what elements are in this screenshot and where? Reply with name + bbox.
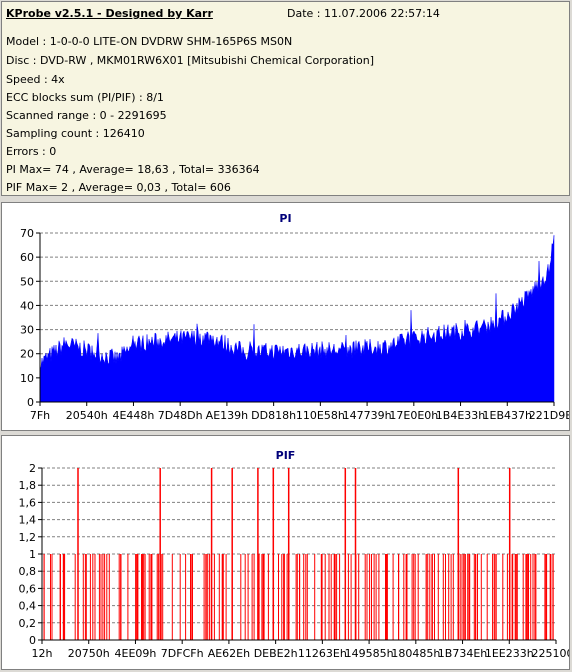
pi-chart-panel: PI 0 10 20 30 40 50 60 70 7Fh 20540h 4E448h 7D48Dh A… — [1, 202, 570, 431]
pif-ytick-label: 1,2 — [19, 531, 37, 544]
info-disc: Disc : DVD-RW , MKM01RW6X01 [Mitsubishi … — [6, 54, 375, 67]
info-panel: KProbe v2.5.1 - Designed by Karr Date : … — [1, 1, 570, 196]
info-speed: Speed : 4x — [6, 73, 65, 86]
pif-xtick-label: 4EE09h — [115, 647, 157, 660]
pif-ytick-label: 0 — [29, 634, 36, 647]
pif-xtick-label: 11263Eh — [298, 647, 347, 660]
pif-ytick-label: 0,2 — [19, 617, 37, 630]
pi-xtick-label: 221D9Eh — [529, 409, 569, 422]
pif-ytick-label: 1,4 — [19, 514, 37, 527]
pif-chart-title: PIF — [275, 449, 296, 462]
pif-ytick-label: 2 — [29, 462, 36, 475]
pif-xtick-label: 12h — [32, 647, 53, 660]
pif-ytick-label: 0,6 — [19, 582, 37, 595]
info-pi-stats: PI Max= 74 , Average= 18,63 , Total= 336… — [6, 163, 260, 176]
pi-xtick-label: 7Fh — [30, 409, 50, 422]
pi-ytick-label: 40 — [20, 299, 34, 312]
pif-ytick-label: 1,8 — [19, 479, 37, 492]
pif-ytick-label: 1 — [29, 548, 36, 561]
pi-chart-title: PI — [279, 212, 292, 225]
pif-ytick-label: 1,6 — [19, 496, 37, 509]
pif-xtick-label: 225100h — [532, 647, 569, 660]
pi-ytick-label: 60 — [20, 251, 34, 264]
info-scanned-range: Scanned range : 0 - 2291695 — [6, 109, 167, 122]
pi-ytick-label: 70 — [20, 227, 34, 240]
pi-xtick-label: 20540h — [66, 409, 108, 422]
info-model: Model : 1-0-0-0 LITE-ON DVDRW SHM-165P6S… — [6, 35, 293, 48]
pi-xtick-label: DD818h — [251, 409, 296, 422]
pif-xtick-label: 180485h — [391, 647, 440, 660]
info-ecc-blocks: ECC blocks sum (PI/PIF) : 8/1 — [6, 91, 164, 104]
pif-ytick-label: 0,8 — [19, 565, 37, 578]
info-sampling-count: Sampling count : 126410 — [6, 127, 145, 140]
info-errors: Errors : 0 — [6, 145, 57, 158]
pi-xtick-label: 7D48Dh — [158, 409, 203, 422]
pi-ytick-label: 50 — [20, 275, 34, 288]
pif-chart: 0 0,2 0,4 0,6 0,8 1 1,2 1,4 1,6 1,8 2 12h 20750h 4EE0… — [19, 462, 570, 660]
pi-xtick-label: 1EB437h — [483, 409, 532, 422]
scan-date: Date : 11.07.2006 22:57:14 — [287, 7, 440, 20]
pif-chart-panel: PIF 0 0,2 0,4 0,6 0,8 1 1,2 1,4 1,6 1,8 2 12h 20750h… — [1, 435, 570, 670]
pif-xtick-label: 1EE233h — [485, 647, 534, 660]
pi-xtick-label: 17E0E0h — [389, 409, 438, 422]
pi-series-area — [39, 235, 555, 403]
pif-ytick-label: 0,4 — [19, 600, 37, 613]
pif-xtick-label: DEBE2h — [254, 647, 298, 660]
pi-ytick-label: 0 — [27, 396, 34, 409]
pi-xtick-label: 1B4E33h — [436, 409, 485, 422]
info-pif-stats: PIF Max= 2 , Average= 0,03 , Total= 606 — [6, 181, 231, 194]
pi-xtick-label: 147739h — [343, 409, 392, 422]
pif-xtick-label: 20750h — [68, 647, 110, 660]
pi-xtick-label: 4E448h — [112, 409, 154, 422]
pi-ytick-label: 30 — [20, 324, 34, 337]
pif-xtick-label: 7DFCFh — [161, 647, 204, 660]
pif-xtick-label: 149585h — [345, 647, 394, 660]
pif-xtick-label: AE62Eh — [208, 647, 250, 660]
pif-xtick-label: 1B734Eh — [438, 647, 487, 660]
pi-chart: 0 10 20 30 40 50 60 70 7Fh 20540h 4E448h 7D48Dh AE13… — [20, 227, 569, 422]
pi-ytick-label: 20 — [20, 348, 34, 361]
pi-ytick-label: 10 — [20, 372, 34, 385]
pi-xtick-label: 110E58h — [296, 409, 345, 422]
pi-xtick-label: AE139h — [206, 409, 248, 422]
app-title: KProbe v2.5.1 - Designed by Karr — [6, 7, 213, 20]
